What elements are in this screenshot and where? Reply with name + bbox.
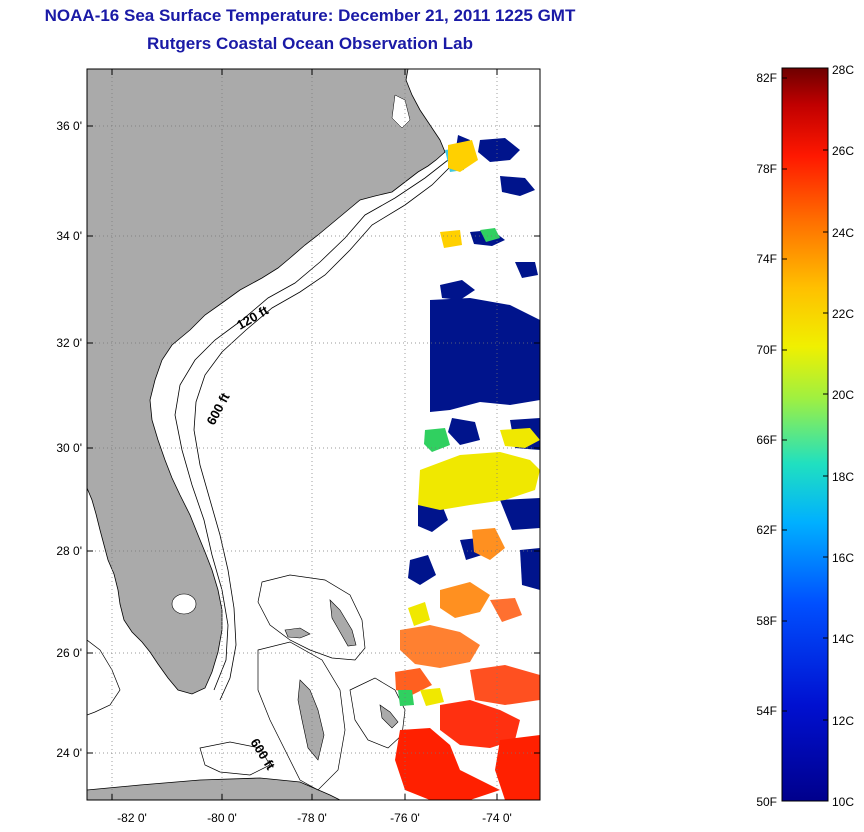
colorbar-c-label: 16C bbox=[832, 551, 854, 565]
land-us-east-coast bbox=[87, 69, 446, 695]
contour-cuba bbox=[199, 741, 271, 776]
colorbar-f-label: 66F bbox=[756, 433, 777, 447]
lat-tick-label: 34 0' bbox=[56, 229, 82, 243]
colorbar-scale bbox=[781, 67, 829, 802]
lat-tick-label: 36 0' bbox=[56, 119, 82, 133]
land-bahamas-grand bbox=[284, 627, 311, 639]
colorbar-c-label: 28C bbox=[832, 63, 854, 77]
lat-tick-label: 30 0' bbox=[56, 441, 82, 455]
colorbar-f-label: 58F bbox=[756, 614, 777, 628]
land-bahamas-abaco bbox=[329, 599, 357, 647]
land-cuba-edge bbox=[87, 777, 341, 800]
colorbar-f-label: 62F bbox=[756, 523, 777, 537]
map-title: NOAA-16 Sea Surface Temperature: Decembe… bbox=[44, 6, 576, 25]
colorbar-c-label: 26C bbox=[832, 144, 854, 158]
contour-bahamas-b bbox=[257, 641, 346, 791]
pamlico-sound bbox=[391, 94, 411, 129]
lon-tick-label: -76 0' bbox=[390, 811, 420, 825]
lon-tick-label: -78 0' bbox=[297, 811, 327, 825]
colorbar-c-label: 14C bbox=[832, 632, 854, 646]
lat-tick-label: 26 0' bbox=[56, 646, 82, 660]
lat-tick-label: 24 0' bbox=[56, 746, 82, 760]
lat-tick-label: 28 0' bbox=[56, 544, 82, 558]
colorbar-c-label: 12C bbox=[832, 714, 854, 728]
colorbar-c-label: 20C bbox=[832, 388, 854, 402]
land-bahamas-eleuthera bbox=[379, 704, 399, 729]
contour-120ft bbox=[174, 159, 449, 691]
colorbar-c-label: 10C bbox=[832, 795, 854, 809]
sst-swath bbox=[395, 135, 540, 800]
colorbar-f-label: 78F bbox=[756, 162, 777, 176]
tick-marks bbox=[87, 69, 540, 800]
colorbar-c-label: 22C bbox=[832, 307, 854, 321]
colorbar-ticks bbox=[782, 77, 828, 721]
lon-tick-label: -80 0' bbox=[207, 811, 237, 825]
map-subtitle: Rutgers Coastal Ocean Observation Lab bbox=[147, 34, 473, 53]
colorbar-f-label: 82F bbox=[756, 71, 777, 85]
land-bahamas-andros bbox=[297, 679, 325, 761]
lon-tick-label: -82 0' bbox=[117, 811, 147, 825]
colorbar-c-label: 24C bbox=[832, 226, 854, 240]
lat-tick-label: 32 0' bbox=[56, 336, 82, 350]
lake-okeechobee bbox=[171, 593, 197, 615]
colorbar-c-label: 18C bbox=[832, 470, 854, 484]
map-frame bbox=[86, 68, 541, 801]
contour-600ft bbox=[193, 164, 453, 701]
colorbar-f-label: 74F bbox=[756, 252, 777, 266]
lon-tick-label: -74 0' bbox=[482, 811, 512, 825]
colorbar-f-label: 50F bbox=[756, 795, 777, 809]
contour-keys bbox=[87, 639, 121, 716]
colorbar-f-label: 54F bbox=[756, 704, 777, 718]
contour-bahamas-a bbox=[257, 574, 366, 661]
colorbar-f-label: 70F bbox=[756, 343, 777, 357]
